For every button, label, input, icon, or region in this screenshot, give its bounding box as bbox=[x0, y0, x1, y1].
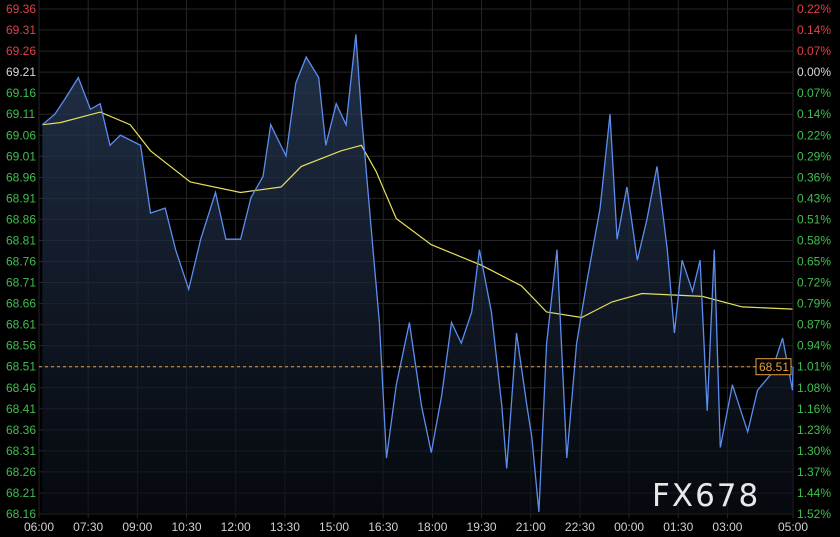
y-tick-label-right: 0.51% bbox=[797, 212, 831, 226]
price-line bbox=[41, 34, 794, 512]
x-tick-label: 06:00 bbox=[24, 520, 54, 534]
y-tick-label-left: 68.86 bbox=[6, 212, 36, 226]
y-tick-label-right: 0.22% bbox=[797, 128, 831, 142]
y-tick-label-left: 68.21 bbox=[6, 486, 36, 500]
x-tick-label: 10:30 bbox=[172, 520, 202, 534]
y-tick-label-left: 68.81 bbox=[6, 233, 36, 247]
x-tick-label: 13:30 bbox=[270, 520, 300, 534]
x-tick-label: 18:00 bbox=[417, 520, 447, 534]
y-tick-label-right: 1.16% bbox=[797, 402, 831, 416]
x-tick-label: 19:30 bbox=[467, 520, 497, 534]
y-tick-label-right: 1.52% bbox=[797, 507, 831, 521]
y-tick-label-left: 68.66 bbox=[6, 297, 36, 311]
last-price-box bbox=[755, 358, 792, 376]
y-tick-label-right: 0.22% bbox=[797, 2, 831, 16]
y-tick-label-left: 68.71 bbox=[6, 276, 36, 290]
y-tick-label-left: 68.26 bbox=[6, 465, 36, 479]
y-tick-label-right: 0.36% bbox=[797, 170, 831, 184]
y-tick-label-right: 0.72% bbox=[797, 276, 831, 290]
y-tick-label-right: 0.65% bbox=[797, 255, 831, 269]
y-tick-label-right: 0.14% bbox=[797, 23, 831, 37]
y-tick-label-left: 68.96 bbox=[6, 170, 36, 184]
y-tick-label-right: 0.00% bbox=[797, 65, 831, 79]
x-tick-label: 00:00 bbox=[614, 520, 644, 534]
x-tick-label: 01:30 bbox=[663, 520, 693, 534]
watermark-logo: FX678 bbox=[652, 478, 761, 514]
last-price-label: 68.51 bbox=[759, 360, 789, 374]
y-tick-label-left: 69.16 bbox=[6, 86, 36, 100]
y-tick-label-right: 1.30% bbox=[797, 444, 831, 458]
price-area-fill bbox=[42, 34, 793, 515]
y-tick-label-left: 68.61 bbox=[6, 318, 36, 332]
y-tick-label-left: 69.31 bbox=[6, 23, 36, 37]
x-tick-label: 15:00 bbox=[319, 520, 349, 534]
average-price-line bbox=[42, 111, 793, 319]
x-tick-label: 03:00 bbox=[712, 520, 742, 534]
y-tick-label-left: 68.36 bbox=[6, 423, 36, 437]
y-tick-label-left: 68.56 bbox=[6, 339, 36, 353]
y-tick-label-right: 0.43% bbox=[797, 191, 831, 205]
y-tick-label-right: 0.58% bbox=[797, 233, 831, 247]
y-tick-label-left: 69.21 bbox=[6, 65, 36, 79]
y-tick-label-right: 0.79% bbox=[797, 297, 831, 311]
y-tick-label-right: 1.44% bbox=[797, 486, 831, 500]
x-tick-label: 12:00 bbox=[221, 520, 251, 534]
y-tick-label-left: 69.26 bbox=[6, 44, 36, 58]
y-tick-label-left: 68.91 bbox=[6, 191, 36, 205]
x-tick-label: 07:30 bbox=[73, 520, 103, 534]
y-tick-label-left: 68.31 bbox=[6, 444, 36, 458]
y-tick-label-right: 0.94% bbox=[797, 339, 831, 353]
y-tick-label-left: 68.51 bbox=[6, 360, 36, 374]
y-tick-label-left: 69.11 bbox=[6, 107, 35, 121]
x-tick-label: 09:00 bbox=[122, 520, 152, 534]
y-tick-label-left: 69.01 bbox=[6, 149, 36, 163]
x-tick-label: 05:00 bbox=[778, 520, 808, 534]
y-tick-label-right: 0.87% bbox=[797, 318, 831, 332]
y-tick-label-left: 68.46 bbox=[6, 381, 36, 395]
y-tick-label-right: 1.01% bbox=[797, 360, 831, 374]
y-tick-label-right: 0.07% bbox=[797, 86, 831, 100]
x-tick-label: 16:30 bbox=[368, 520, 398, 534]
y-tick-label-right: 0.29% bbox=[797, 149, 831, 163]
y-tick-label-left: 68.76 bbox=[6, 255, 36, 269]
y-tick-label-left: 68.16 bbox=[6, 507, 36, 521]
y-tick-label-right: 1.08% bbox=[797, 381, 831, 395]
y-tick-label-left: 68.41 bbox=[6, 402, 36, 416]
y-tick-label-right: 1.23% bbox=[797, 423, 831, 437]
x-tick-label: 21:00 bbox=[516, 520, 546, 534]
y-tick-label-right: 0.07% bbox=[797, 44, 831, 58]
x-tick-label: 22:30 bbox=[565, 520, 595, 534]
y-tick-label-right: 1.37% bbox=[797, 465, 831, 479]
y-tick-label-left: 69.06 bbox=[6, 128, 36, 142]
y-tick-label-right: 0.14% bbox=[797, 107, 831, 121]
y-tick-label-left: 69.36 bbox=[6, 2, 36, 16]
